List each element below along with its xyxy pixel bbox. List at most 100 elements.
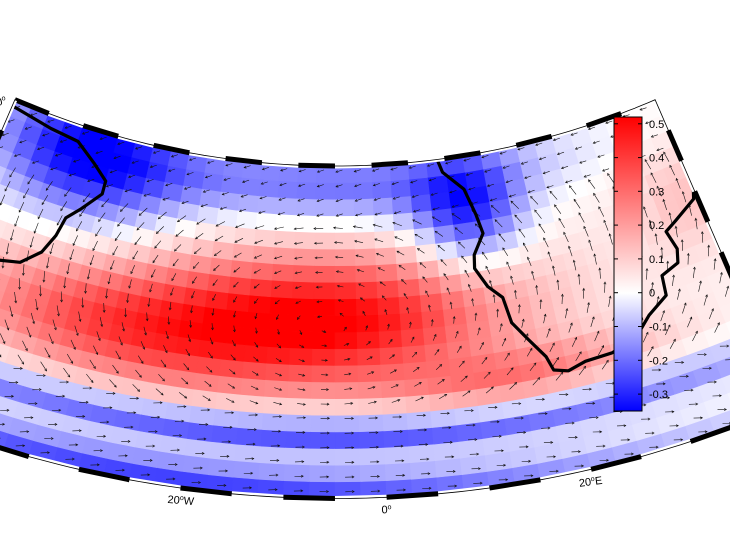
wind-arrow — [336, 271, 344, 273]
wind-arrowhead — [54, 423, 58, 426]
wind-arrowhead — [93, 366, 96, 370]
wind-arrow — [321, 345, 327, 347]
wind-arrowhead — [726, 344, 730, 348]
wind-arrow — [73, 159, 81, 163]
wind-arrowhead — [181, 201, 185, 205]
wind-arrowhead — [114, 238, 118, 242]
wind-arrow — [552, 357, 559, 367]
wind-arrowhead — [520, 416, 524, 420]
wind-arrowhead — [143, 193, 147, 197]
wind-arrowhead — [258, 211, 262, 214]
wind-arrowhead — [274, 286, 278, 289]
wind-arrow — [498, 233, 506, 242]
wind-arrowhead — [159, 401, 163, 405]
wind-arrowhead — [219, 207, 223, 210]
wind-arrow — [446, 287, 451, 295]
field-cell — [296, 181, 317, 200]
field-cell — [184, 438, 213, 459]
map-panel: 0o10oS20oS30oS40oS50oS 40oW20oW0o20oE40o… — [0, 95, 730, 516]
wind-arrowhead — [41, 202, 45, 206]
field-cell — [182, 454, 211, 475]
field-cell — [313, 281, 336, 300]
wind-arrow — [622, 114, 630, 117]
wind-arrowhead — [238, 209, 242, 213]
wind-arrowhead — [31, 161, 35, 164]
wind-arrow — [645, 120, 653, 124]
wind-arrowhead — [299, 332, 303, 336]
wind-arrowhead — [543, 313, 547, 317]
wind-arrow — [554, 204, 562, 214]
wind-arrowhead — [186, 172, 190, 176]
wind-arrowhead — [648, 219, 652, 223]
wind-arrowhead — [650, 172, 654, 176]
wind-arrow — [201, 204, 208, 207]
field-cell — [355, 297, 379, 316]
wind-arrowhead — [587, 127, 591, 130]
wind-arrowhead — [95, 233, 98, 237]
wind-arrowhead — [279, 183, 283, 187]
wind-arrowhead — [503, 463, 507, 467]
wind-arrowhead — [355, 254, 359, 258]
wind-arrowhead — [530, 474, 534, 478]
wind-arrowhead — [140, 360, 144, 364]
wind-arrowhead — [542, 397, 546, 401]
wind-arrow — [64, 187, 72, 197]
wind-arrow — [502, 247, 509, 257]
wind-arrow — [0, 194, 6, 206]
wind-arrowhead — [232, 371, 236, 375]
wind-arrow — [514, 290, 517, 300]
wind-arrowhead — [623, 424, 627, 428]
wind-arrow — [242, 179, 250, 183]
wind-arrowhead — [87, 179, 91, 183]
wind-arrowhead — [210, 341, 214, 345]
wind-arrow — [191, 290, 195, 299]
wind-arrow — [229, 369, 236, 375]
wind-arrowhead — [255, 387, 259, 390]
wind-arrowhead — [6, 327, 10, 331]
field-cell — [421, 309, 446, 329]
wind-arrow — [568, 246, 573, 257]
wind-arrowhead — [249, 486, 253, 490]
wind-arrowhead — [29, 244, 33, 248]
wind-arrow — [35, 298, 38, 310]
wind-arrowhead — [19, 140, 23, 144]
wind-arrow — [601, 360, 609, 370]
wind-arrow — [485, 266, 491, 275]
wind-arrow — [417, 248, 425, 254]
wind-arrowhead — [42, 374, 46, 377]
wind-arrowhead — [185, 381, 189, 385]
wind-arrowhead — [524, 176, 528, 179]
field-cell — [262, 396, 289, 415]
wind-arrow — [274, 226, 284, 230]
wind-arrowhead — [250, 471, 254, 475]
wind-arrow — [212, 293, 216, 301]
wind-arrowhead — [582, 287, 586, 291]
wind-arrowhead — [303, 416, 307, 420]
wind-arrowhead — [650, 134, 654, 138]
field-cell — [292, 281, 315, 300]
field-cell — [377, 296, 401, 315]
wind-arrow — [223, 177, 231, 181]
wind-arrowhead — [316, 184, 320, 188]
wind-arrowhead — [316, 170, 320, 173]
wind-arrowhead — [350, 402, 354, 405]
wind-arrowhead — [371, 371, 375, 374]
wind-arrowhead — [192, 266, 196, 269]
wind-arrow — [235, 223, 245, 228]
field-cell — [273, 246, 295, 266]
wind-arrow — [132, 384, 140, 392]
wind-arrow — [378, 267, 385, 272]
wind-arrow — [222, 192, 229, 195]
wind-arrow — [155, 388, 164, 396]
wind-arrow — [517, 147, 525, 150]
wind-arrowhead — [464, 269, 468, 273]
wind-arrowhead — [452, 315, 456, 319]
field-cell — [381, 379, 406, 398]
wind-arrowhead — [176, 219, 180, 223]
wind-arrow — [37, 208, 44, 219]
wind-arrowhead — [202, 190, 206, 193]
wind-arrowhead — [425, 290, 428, 294]
wind-arrow — [109, 379, 117, 388]
wind-arrowhead — [157, 415, 161, 419]
wind-arrowhead — [644, 159, 648, 163]
